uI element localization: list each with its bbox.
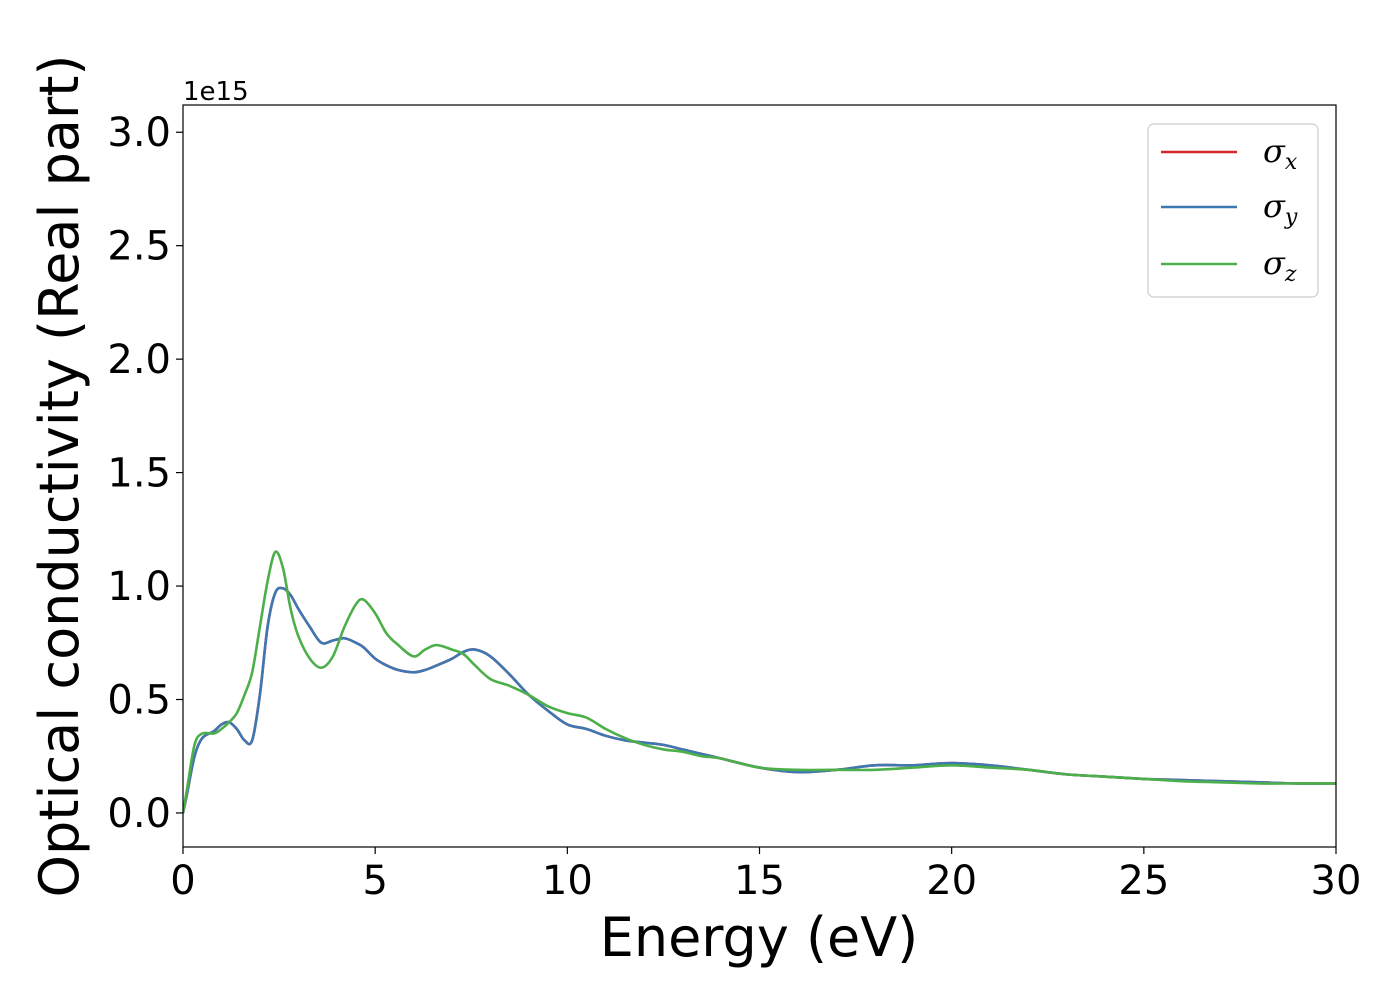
legend-label-z: σz (1263, 244, 1297, 287)
legend-label-y: σy (1263, 187, 1298, 230)
y-tick-label: 2.0 (107, 337, 171, 383)
y-tick-label: 3.0 (107, 110, 171, 156)
x-tick-label: 15 (734, 858, 785, 904)
x-tick-label: 5 (362, 858, 387, 904)
y-axis-label: Optical conductivity (Real part) (28, 55, 91, 898)
legend-symbol: σ (1263, 132, 1286, 170)
legend-subscript: z (1284, 262, 1297, 287)
x-axis: 0 5 10 15 20 25 30 (170, 847, 1361, 904)
legend-label-x: σx (1263, 132, 1298, 175)
y-tick-label: 0.0 (107, 791, 171, 837)
y-offset-text: 1e15 (183, 77, 249, 107)
legend-symbol: σ (1263, 187, 1286, 225)
y-tick-label: 0.5 (107, 678, 171, 724)
y-tick-label: 2.5 (107, 224, 171, 270)
x-tick-label: 30 (1311, 858, 1362, 904)
legend-subscript: x (1285, 150, 1298, 175)
plot-area-background (183, 105, 1336, 847)
x-tick-label: 25 (1118, 858, 1169, 904)
y-tick-label: 1.0 (107, 564, 171, 610)
series-line-z (183, 550, 1336, 814)
y-axis: 0.0 0.5 1.0 1.5 2.0 2.5 3.0 (107, 110, 183, 837)
legend-symbol: σ (1263, 244, 1286, 282)
x-tick-label: 0 (170, 858, 195, 904)
legend-subscript: y (1284, 205, 1298, 230)
legend-box (1147, 123, 1319, 298)
x-axis-label: Energy (eV) (600, 906, 919, 969)
series-layer (183, 550, 1336, 814)
series-line-y (183, 586, 1336, 814)
y-tick-label: 1.5 (107, 451, 171, 497)
x-tick-label: 10 (542, 858, 593, 904)
x-tick-label: 20 (926, 858, 977, 904)
